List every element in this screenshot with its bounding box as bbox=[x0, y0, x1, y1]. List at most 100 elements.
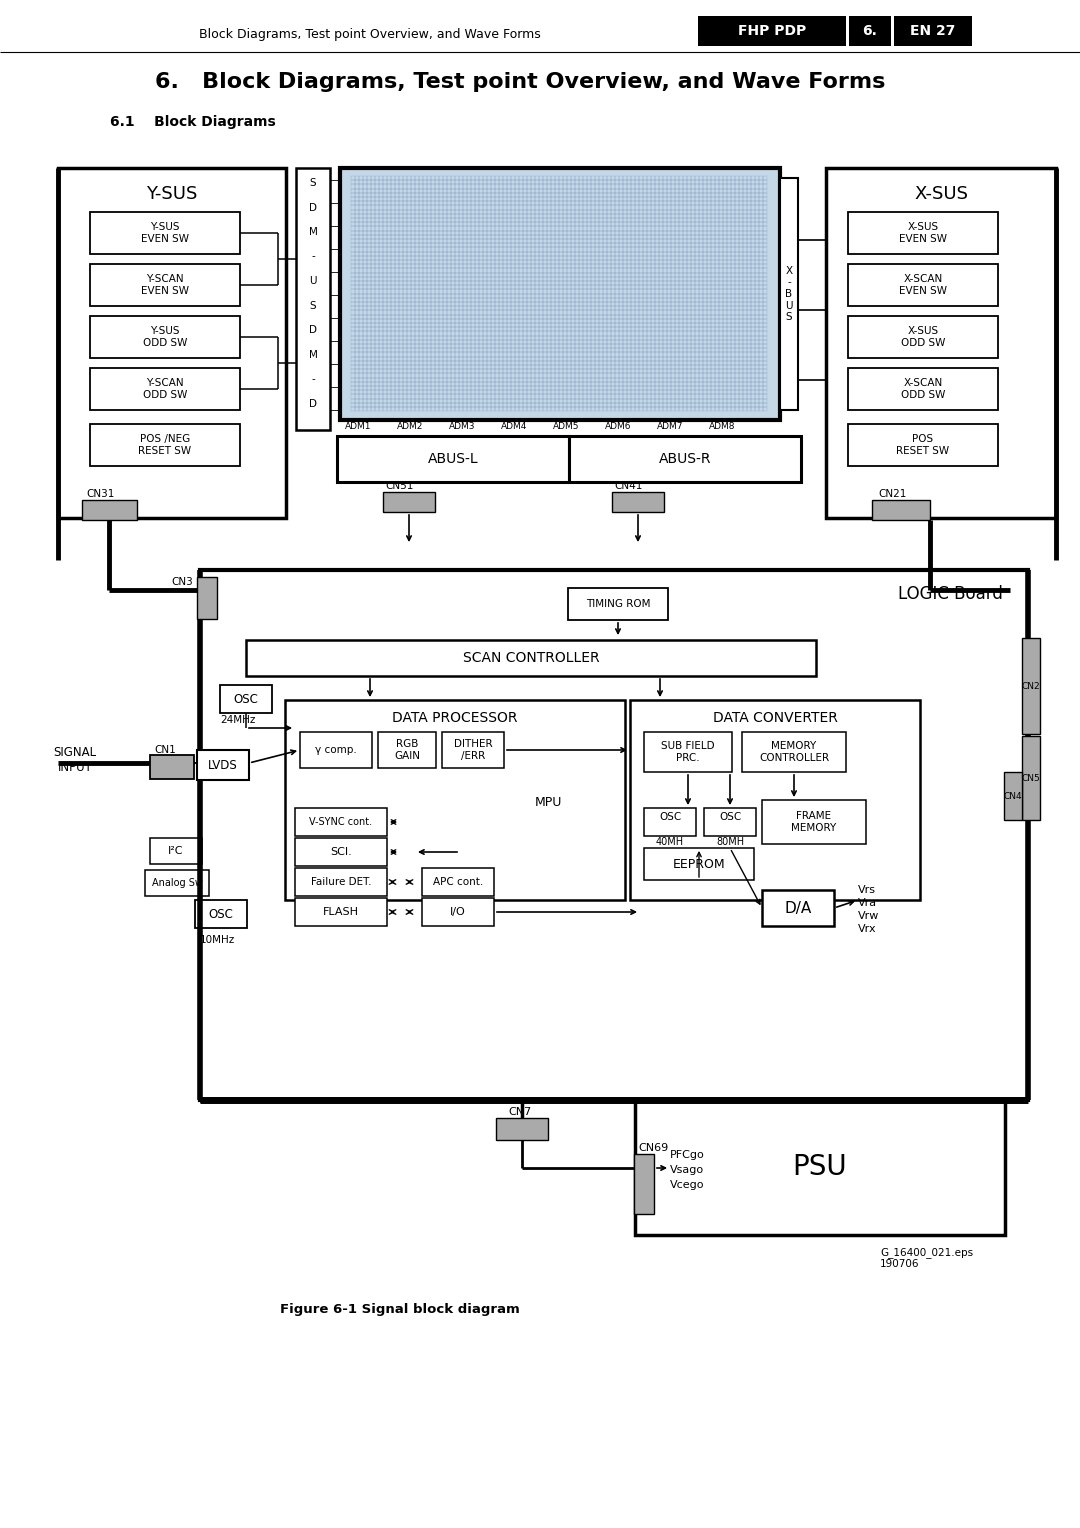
Bar bbox=[563, 243, 567, 248]
Bar bbox=[523, 235, 527, 238]
Bar bbox=[727, 390, 731, 394]
Bar bbox=[355, 219, 359, 222]
Bar bbox=[447, 219, 451, 222]
Text: CN4: CN4 bbox=[1003, 792, 1023, 801]
Bar bbox=[555, 310, 559, 315]
Text: FLASH: FLASH bbox=[323, 908, 359, 917]
Bar bbox=[546, 197, 551, 202]
Bar bbox=[387, 219, 391, 222]
Bar bbox=[703, 306, 707, 310]
Bar bbox=[471, 390, 475, 394]
Bar bbox=[483, 188, 487, 193]
Bar bbox=[415, 327, 419, 332]
Bar bbox=[683, 293, 687, 298]
Bar bbox=[511, 303, 515, 306]
Bar bbox=[483, 293, 487, 298]
Bar bbox=[691, 303, 696, 306]
Bar bbox=[762, 281, 767, 286]
Bar bbox=[351, 197, 355, 202]
Bar bbox=[491, 281, 495, 286]
Bar bbox=[635, 298, 639, 303]
Bar bbox=[499, 336, 503, 339]
Bar bbox=[387, 235, 391, 238]
Bar bbox=[487, 205, 491, 209]
Bar bbox=[848, 368, 998, 410]
Bar bbox=[507, 348, 511, 353]
Bar bbox=[435, 205, 438, 209]
Bar bbox=[375, 339, 379, 344]
Bar bbox=[431, 260, 435, 264]
Bar bbox=[743, 197, 747, 202]
Bar bbox=[383, 286, 387, 289]
Bar bbox=[647, 197, 651, 202]
Bar bbox=[651, 293, 654, 298]
Bar bbox=[419, 264, 423, 269]
Bar bbox=[403, 176, 407, 180]
Bar bbox=[363, 348, 367, 353]
Bar bbox=[443, 339, 447, 344]
Bar bbox=[759, 332, 762, 336]
Bar bbox=[707, 248, 711, 252]
Bar bbox=[588, 332, 591, 336]
Bar bbox=[699, 293, 703, 298]
Bar bbox=[659, 303, 663, 306]
Bar bbox=[731, 264, 735, 269]
Bar bbox=[591, 370, 595, 373]
Bar bbox=[515, 387, 519, 390]
Bar bbox=[447, 188, 451, 193]
Bar bbox=[455, 382, 459, 387]
Bar bbox=[739, 281, 743, 286]
Bar bbox=[687, 293, 691, 298]
Bar bbox=[755, 269, 759, 272]
Bar bbox=[631, 298, 635, 303]
Bar bbox=[467, 197, 471, 202]
Bar bbox=[588, 303, 591, 306]
Bar bbox=[519, 315, 523, 319]
Bar bbox=[571, 260, 575, 264]
Bar bbox=[455, 303, 459, 306]
Bar bbox=[727, 365, 731, 370]
Bar bbox=[495, 336, 499, 339]
Bar bbox=[719, 298, 723, 303]
Text: ADM5: ADM5 bbox=[553, 422, 579, 431]
Bar bbox=[447, 238, 451, 243]
Bar bbox=[527, 209, 531, 214]
Bar bbox=[483, 272, 487, 277]
Bar bbox=[727, 336, 731, 339]
Bar bbox=[631, 310, 635, 315]
Bar bbox=[527, 336, 531, 339]
Bar bbox=[539, 272, 543, 277]
Bar bbox=[699, 361, 703, 365]
Bar bbox=[679, 332, 683, 336]
Bar bbox=[595, 286, 599, 289]
Bar bbox=[607, 226, 611, 231]
Bar bbox=[415, 255, 419, 260]
Bar bbox=[571, 322, 575, 327]
Bar bbox=[363, 286, 367, 289]
Bar bbox=[559, 176, 563, 180]
Bar bbox=[619, 382, 623, 387]
Bar bbox=[495, 252, 499, 255]
Bar bbox=[355, 281, 359, 286]
Bar bbox=[715, 387, 719, 390]
Bar bbox=[551, 231, 555, 235]
Bar bbox=[483, 289, 487, 293]
Bar bbox=[415, 214, 419, 219]
Bar bbox=[639, 322, 643, 327]
Bar bbox=[427, 238, 431, 243]
Bar bbox=[687, 226, 691, 231]
Bar bbox=[747, 205, 751, 209]
Bar bbox=[443, 394, 447, 399]
Bar bbox=[571, 298, 575, 303]
Bar bbox=[611, 260, 615, 264]
Bar bbox=[447, 269, 451, 272]
Bar bbox=[372, 226, 375, 231]
Bar bbox=[691, 180, 696, 185]
Bar bbox=[351, 353, 355, 356]
Bar bbox=[451, 344, 455, 348]
Bar bbox=[531, 399, 535, 403]
Bar bbox=[443, 310, 447, 315]
Bar bbox=[623, 361, 627, 365]
Bar bbox=[431, 205, 435, 209]
Bar bbox=[455, 387, 459, 390]
